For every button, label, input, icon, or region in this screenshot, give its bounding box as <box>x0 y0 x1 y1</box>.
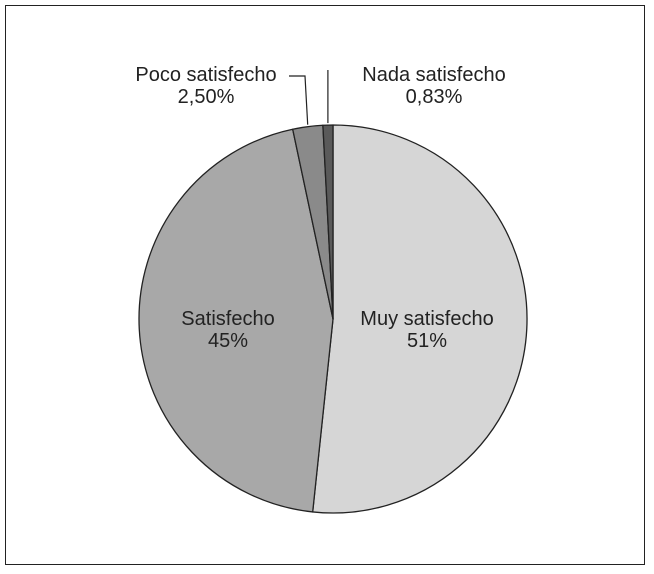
slice-label-poco-satisfecho: Poco satisfecho <box>135 64 276 86</box>
slice-label-satisfecho: Satisfecho <box>181 308 274 330</box>
slice-label-muy-satisfecho: Muy satisfecho <box>360 308 493 330</box>
pie-slice-nada-satisfecho <box>322 124 334 320</box>
slice-label-nada-satisfecho: Nada satisfecho <box>362 64 505 86</box>
pie-slices <box>138 124 528 514</box>
pie-slice-satisfecho <box>138 128 334 513</box>
leader-line-poco-satisfecho <box>289 75 309 125</box>
slice-value-poco-satisfecho: 2,50% <box>178 86 235 108</box>
pie-slice-muy-satisfecho <box>312 124 528 514</box>
slice-value-muy-satisfecho: 51% <box>407 330 447 352</box>
chart-frame <box>5 5 645 565</box>
leader-lines <box>289 70 329 125</box>
slice-value-nada-satisfecho: 0,83% <box>406 86 463 108</box>
slice-value-satisfecho: 45% <box>208 330 248 352</box>
